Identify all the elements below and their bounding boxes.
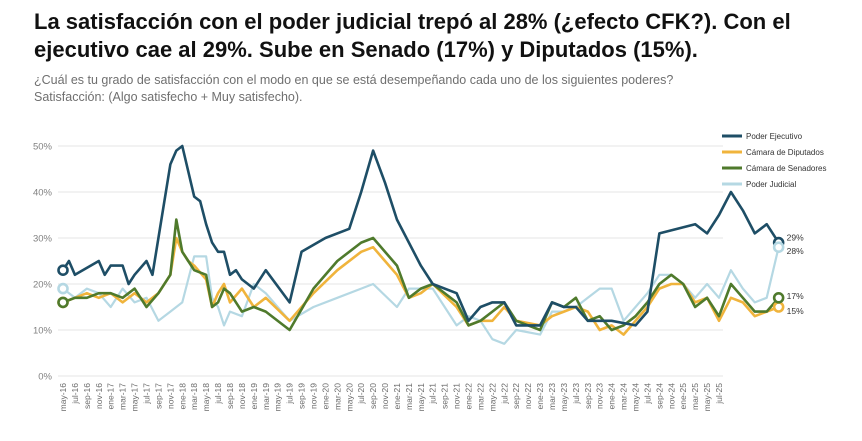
title-line-2: ejecutivo cae al 29%. Sube en Senado (17… [34, 37, 698, 62]
series-start-marker [57, 264, 69, 277]
x-tick-label: nov-23 [595, 383, 605, 409]
x-tick-label: jul-20 [356, 383, 366, 405]
x-tick-label: may-25 [702, 383, 712, 412]
x-tick-label: nov-20 [380, 383, 390, 409]
x-tick-label: may-23 [559, 383, 569, 412]
x-tick-label: may-19 [273, 383, 283, 412]
x-tick-label: ene-17 [106, 383, 116, 410]
x-tick-label: sep-24 [654, 383, 664, 409]
y-tick-label: 40% [33, 188, 53, 199]
x-tick-label: jul-21 [428, 383, 438, 405]
x-tick-label: ene-24 [607, 383, 617, 410]
legend-label: Poder Judicial [746, 180, 796, 189]
end-value-label: 29% [787, 233, 804, 243]
x-tick-label: mar-25 [690, 383, 700, 410]
x-tick-label: ene-23 [535, 383, 545, 410]
x-tick-label: sep-22 [511, 383, 521, 409]
x-tick-label: sep-23 [583, 383, 593, 409]
x-tick-label: sep-21 [440, 383, 450, 409]
x-tick-label: jul-23 [571, 383, 581, 405]
x-tick-label: may-18 [201, 383, 211, 412]
x-tick-label: nov-16 [94, 383, 104, 409]
x-tick-label: jul-19 [285, 383, 295, 405]
x-tick-label: mar-22 [475, 383, 485, 410]
x-tick-label: ene-19 [249, 383, 259, 410]
x-tick-label: may-17 [130, 383, 140, 412]
x-tick-label: ene-22 [464, 383, 474, 410]
x-tick-label: may-16 [58, 383, 68, 412]
chart-subtitle: ¿Cuál es tu grado de satisfacción con el… [34, 72, 854, 106]
y-tick-label: 0% [38, 372, 52, 383]
y-tick-label: 30% [33, 234, 53, 245]
series-line-3 [61, 218, 780, 332]
x-tick-label: nov-17 [165, 383, 175, 409]
x-tick-label: mar-21 [404, 383, 414, 410]
y-tick-label: 20% [33, 280, 53, 291]
x-tick-label: may-20 [344, 383, 354, 412]
chart-title: La satisfacción con el poder judicial tr… [34, 8, 854, 64]
subtitle-line-2: Satisfacción: (Algo satisfecho + Muy sat… [34, 90, 303, 104]
x-tick-label: jul-18 [213, 383, 223, 405]
x-tick-label: sep-18 [225, 383, 235, 409]
x-tick-label: ene-20 [320, 383, 330, 410]
x-tick-label: sep-17 [153, 383, 163, 409]
x-tick-label: may-21 [416, 383, 426, 412]
x-tick-label: nov-24 [666, 383, 676, 409]
x-tick-label: sep-16 [82, 383, 92, 409]
x-tick-label: jul-17 [141, 383, 151, 405]
x-tick-label: mar-17 [118, 383, 128, 410]
legend-label: Poder Ejecutivo [746, 132, 803, 141]
end-value-label: 17% [787, 291, 804, 301]
x-tick-label: jul-25 [714, 383, 724, 405]
x-tick-label: jul-24 [642, 383, 652, 405]
x-tick-label: mar-23 [547, 383, 557, 410]
x-tick-label: jul-22 [499, 383, 509, 405]
y-tick-label: 10% [33, 326, 53, 337]
x-tick-label: mar-24 [619, 383, 629, 410]
x-tick-label: sep-20 [368, 383, 378, 409]
legend-label: Cámara de Diputados [746, 148, 824, 157]
series-end-marker [772, 301, 785, 313]
x-tick-label: ene-25 [678, 383, 688, 410]
series-end-marker [772, 291, 785, 304]
subtitle-line-1: ¿Cuál es tu grado de satisfacción con el… [34, 73, 674, 87]
title-line-1: La satisfacción con el poder judicial tr… [34, 9, 791, 34]
x-tick-label: mar-20 [332, 383, 342, 410]
series-line-1 [61, 144, 780, 327]
series-line-2 [61, 236, 780, 336]
x-tick-label: ene-18 [177, 383, 187, 410]
x-tick-label: mar-19 [261, 383, 271, 410]
series-start-marker [57, 282, 69, 295]
y-tick-label: 50% [33, 142, 53, 153]
x-tick-label: nov-21 [452, 383, 462, 409]
series-start-marker [57, 296, 69, 309]
legend-label: Cámara de Senadores [746, 164, 827, 173]
x-tick-label: nov-19 [308, 383, 318, 409]
x-tick-label: nov-18 [237, 383, 247, 409]
x-tick-label: ene-21 [392, 383, 402, 410]
end-value-label: 28% [787, 246, 804, 256]
x-tick-label: sep-19 [297, 383, 307, 409]
end-value-label: 15% [787, 306, 804, 316]
x-tick-label: mar-18 [189, 383, 199, 410]
x-tick-label: may-22 [487, 383, 497, 412]
series-end-marker [772, 241, 785, 253]
series-line-4 [61, 246, 780, 345]
x-tick-label: nov-22 [523, 383, 533, 409]
x-tick-label: jul-16 [70, 383, 80, 405]
x-tick-label: may-24 [631, 383, 641, 412]
